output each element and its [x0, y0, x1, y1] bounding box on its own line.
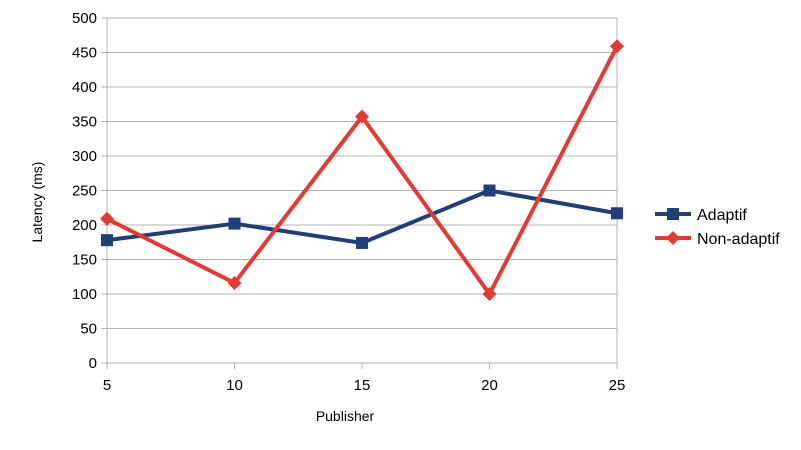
y-tick-label: 200 — [72, 217, 97, 234]
y-tick-label: 250 — [72, 183, 97, 200]
grid-lines — [107, 17, 617, 364]
legend-label: Adaptif — [697, 207, 747, 224]
data-point-non-adaptif — [482, 287, 497, 301]
x-tick-label: 5 — [103, 377, 111, 394]
y-axis-title: Latency (ms) — [29, 162, 45, 243]
series-lines — [106, 45, 619, 298]
y-tick-label: 450 — [72, 45, 97, 62]
y-tick-label: 300 — [72, 148, 97, 165]
y-tick-label: 350 — [72, 114, 97, 131]
data-point-adaptif — [611, 207, 623, 220]
y-tick-label: 400 — [72, 79, 97, 96]
x-tick-label: 15 — [354, 377, 371, 394]
legend-label: Non-adaptif — [697, 231, 780, 248]
series-line-non-adaptif — [106, 45, 619, 298]
data-point-adaptif — [228, 217, 241, 230]
legend-swatch-marker — [667, 208, 679, 220]
y-tick-label: 50 — [80, 321, 97, 338]
x-axis-title: Publisher — [316, 408, 375, 424]
legend-swatch-marker — [666, 231, 680, 245]
x-tick-label: 10 — [226, 377, 243, 394]
data-point-adaptif — [101, 234, 113, 247]
y-tick-label: 150 — [72, 252, 97, 269]
data-point-non-adaptif — [100, 211, 114, 226]
legend-item: Adaptif — [655, 207, 747, 224]
x-tick-label: 20 — [481, 377, 498, 394]
legend-item: Non-adaptif — [655, 231, 780, 248]
y-tick-label: 100 — [72, 286, 97, 303]
data-point-non-adaptif — [355, 109, 369, 124]
data-point-adaptif — [483, 184, 496, 197]
data-markers — [100, 39, 624, 301]
y-tick-label: 500 — [72, 10, 97, 27]
data-point-adaptif — [356, 236, 368, 249]
data-point-non-adaptif — [610, 39, 624, 54]
x-tick-label: 25 — [609, 377, 626, 394]
legend: Adaptif Non-adaptif — [655, 207, 780, 248]
y-tick-label: 0 — [89, 355, 97, 372]
data-point-non-adaptif — [227, 275, 242, 290]
tick-labels: 0 50 100 150 200 250 300 350 400 450 500 5 10 15 20 25 — [72, 10, 625, 394]
axes — [101, 17, 618, 369]
